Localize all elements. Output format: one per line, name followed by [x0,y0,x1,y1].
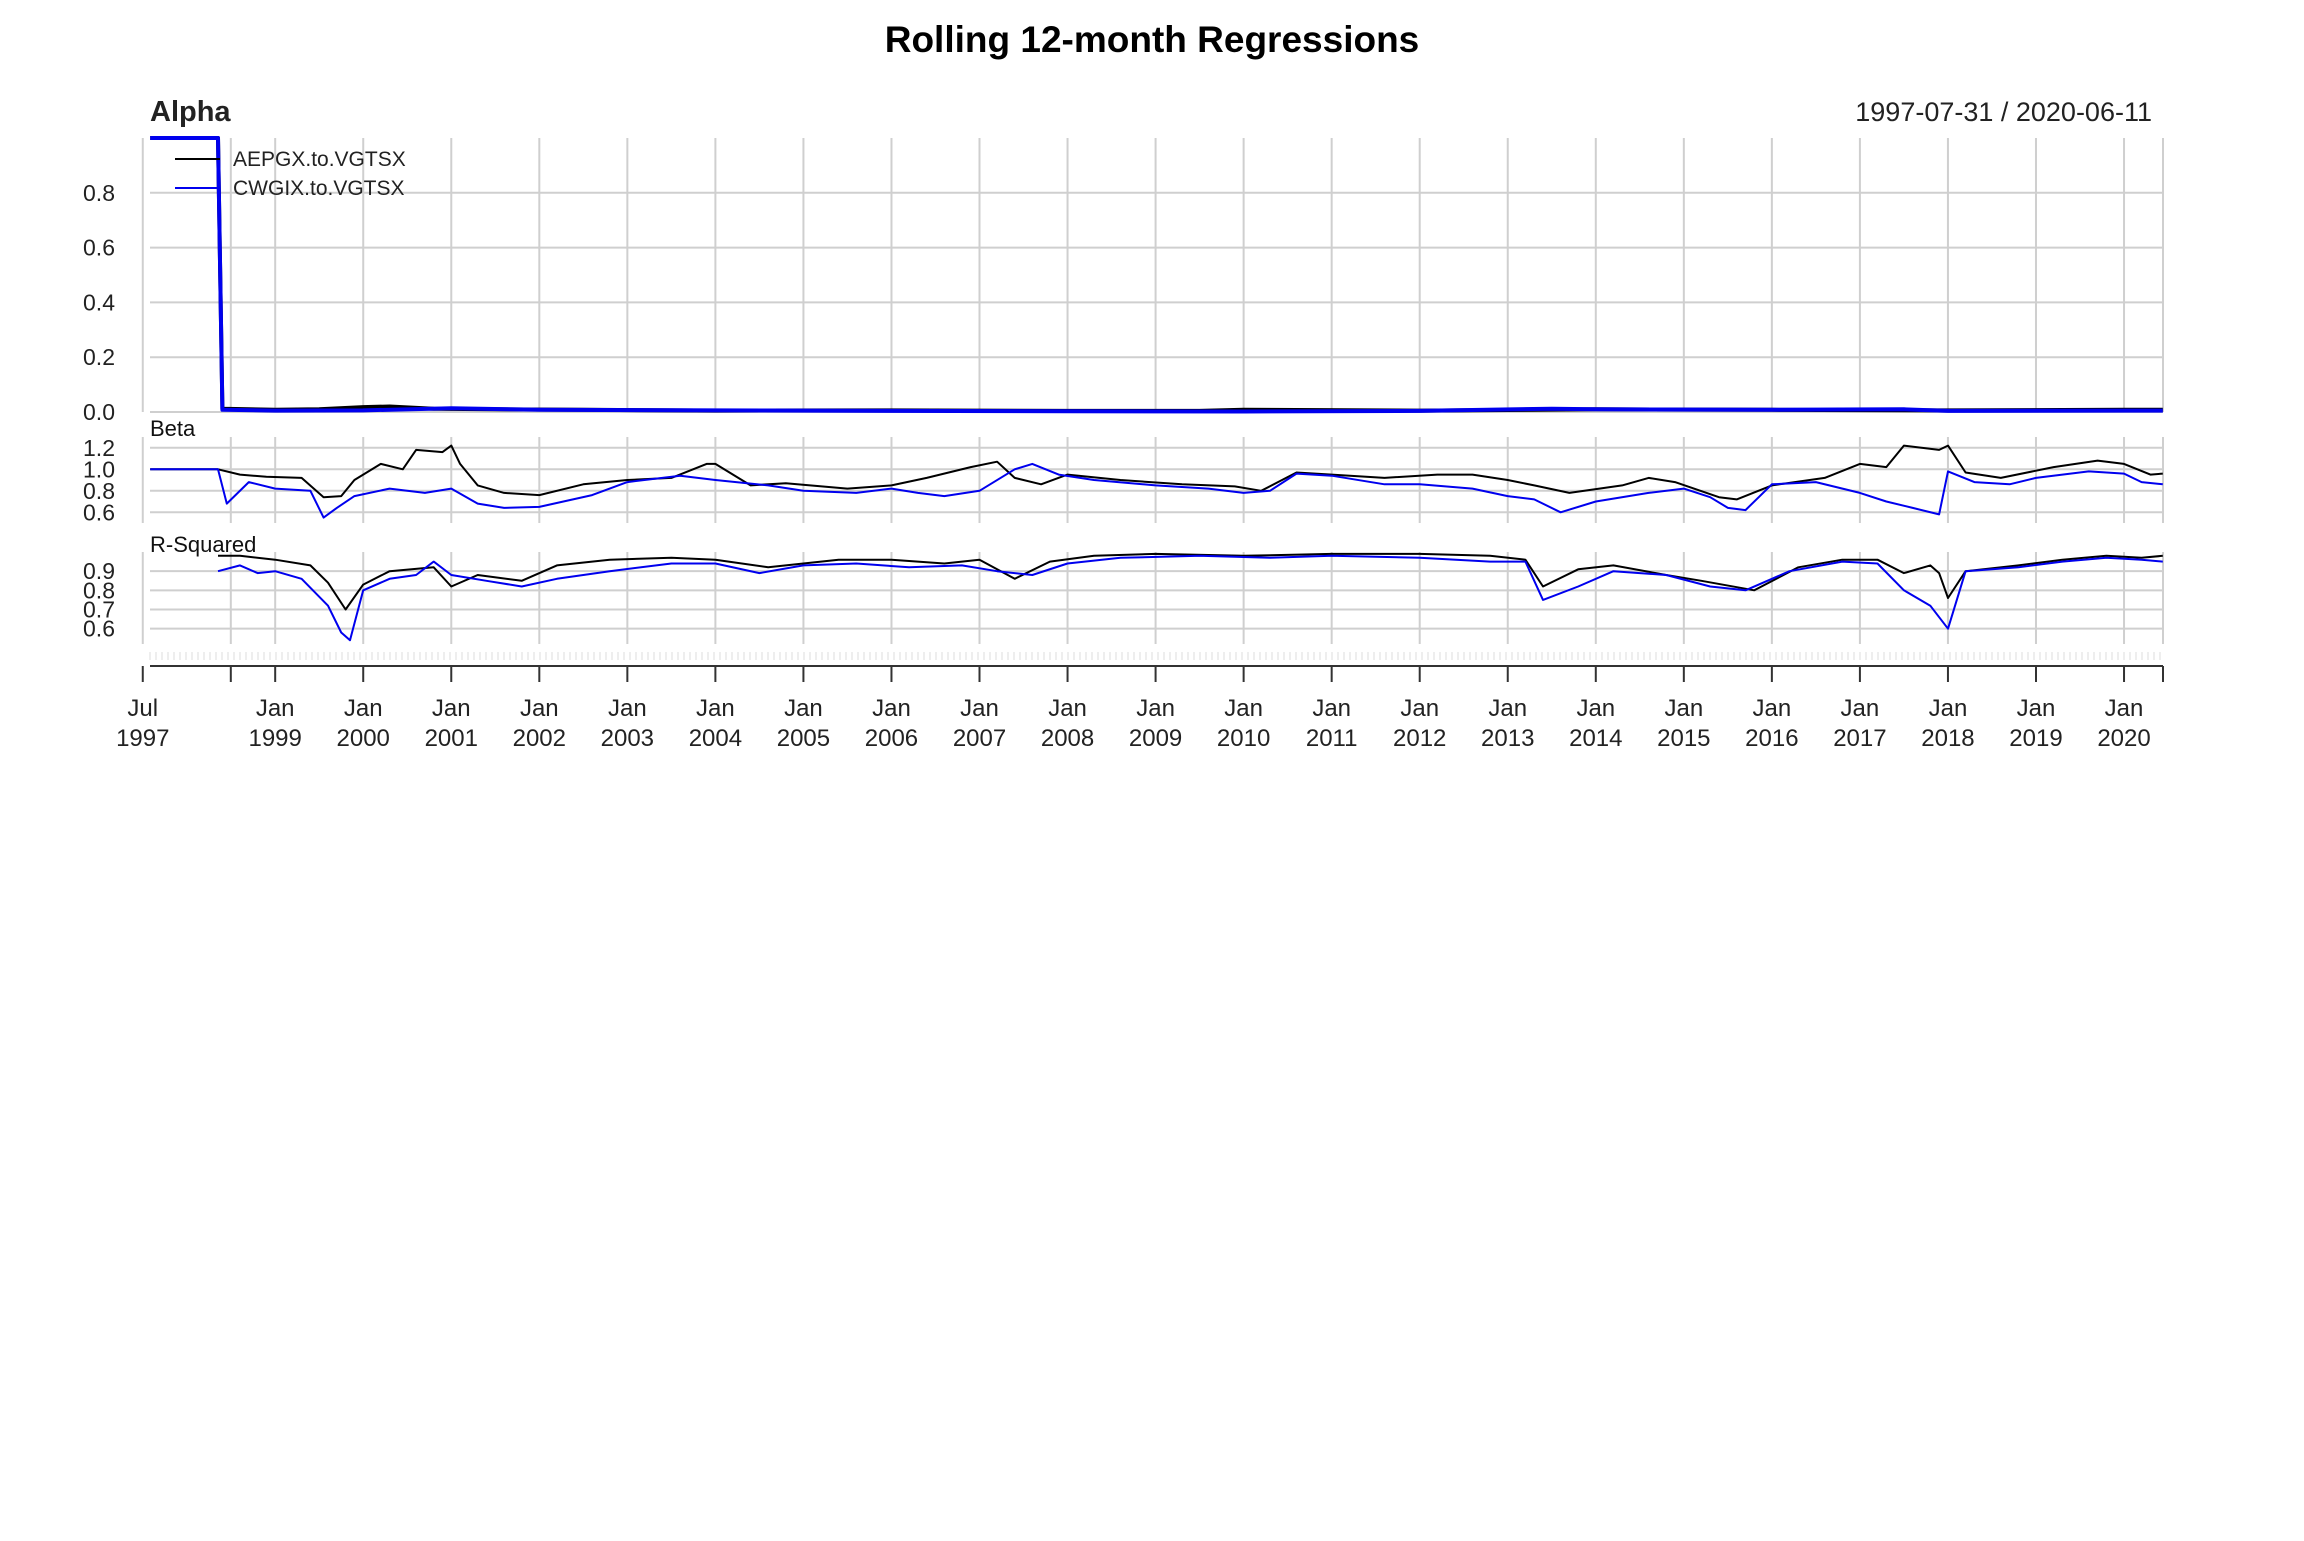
x-tick-label-year: 2018 [1921,725,1974,752]
x-tick-label-year: 2009 [1129,725,1182,752]
x-tick-label-month: Jan [1224,695,1263,722]
series-line-cwgix-to-vgtsx [150,462,2163,519]
x-tick-label-month: Jan [1576,695,1615,722]
x-tick-label-month: Jan [608,695,647,722]
x-tick-label-month: Jan [1400,695,1439,722]
x-tick-label-year: 2012 [1393,725,1446,752]
series-line-aepgx-to-vgtsx [150,444,2163,501]
y-tick-label: 0.8 [83,577,115,603]
x-tick-label-month: Jan [1753,695,1792,722]
x-tick-label-year: 1999 [248,725,301,752]
x-tick-label-year: 2017 [1833,725,1886,752]
y-tick-label: 1.2 [83,435,115,461]
x-tick-label-month: Jan [1929,695,1968,722]
y-tick-label: 0.9 [83,558,115,584]
y-tick-label: 0.7 [83,597,115,623]
x-tick-label-month: Jul [127,695,158,722]
x-tick-label-year: 2001 [425,725,478,752]
x-tick-label-year: 2020 [2097,725,2150,752]
plot-layer [150,136,2163,642]
x-tick-label-year: 2014 [1569,725,1622,752]
label-layer: 0.00.20.40.60.8Alpha0.60.81.01.2Beta0.60… [83,96,256,642]
legend: AEPGX.to.VGTSX CWGIX.to.VGTSX [175,148,406,200]
x-tick-label-month: Jan [1048,695,1087,722]
legend-label: CWGIX.to.VGTSX [233,177,405,200]
panel-title: Alpha [150,96,231,128]
x-tick-label-year: 2007 [953,725,1006,752]
x-tick-label-year: 2003 [601,725,654,752]
x-tick-label-year: 2006 [865,725,918,752]
y-tick-label: 0.6 [83,235,115,261]
x-tick-label-month: Jan [696,695,735,722]
x-tick-label-month: Jan [1136,695,1175,722]
panel-title: R-Squared [150,532,256,557]
x-tick-label-month: Jan [960,695,999,722]
x-tick-label-month: Jan [784,695,823,722]
x-tick-label-year: 2016 [1745,725,1798,752]
x-tick-label-year: 2008 [1041,725,1094,752]
x-tick-label-year: 2011 [1306,725,1358,752]
date-range-label: 1997-07-31 / 2020-06-11 [1855,97,2152,127]
x-tick-label-month: Jan [1312,695,1351,722]
x-tick-label-year: 1997 [116,725,169,752]
x-tick-label-month: Jan [1664,695,1703,722]
x-tick-label-month: Jan [2017,695,2056,722]
x-tick-label-month: Jan [256,695,295,722]
y-tick-label: 0.2 [83,344,115,370]
x-tick-label-year: 2000 [337,725,390,752]
y-tick-label: 1.0 [83,456,115,482]
chart-title: Rolling 12-month Regressions [885,19,1420,60]
series-line-cwgix-to-vgtsx [217,554,2163,642]
y-tick-label: 0.6 [83,616,115,642]
x-tick-label-year: 2013 [1481,725,1534,752]
x-tick-label-month: Jan [344,695,383,722]
x-tick-label-month: Jan [432,695,471,722]
x-tick-label-year: 2019 [2009,725,2062,752]
grid-layer [141,138,2164,660]
y-tick-label: 0.8 [83,478,115,504]
x-tick-label-month: Jan [872,695,911,722]
series-line-aepgx-to-vgtsx [218,552,2163,611]
x-tick-label-year: 2005 [777,725,830,752]
y-tick-label: 0.6 [83,499,115,525]
x-tick-label-year: 2010 [1217,725,1270,752]
y-tick-label: 0.0 [83,399,115,425]
legend-label: AEPGX.to.VGTSX [233,148,406,171]
panel-title: Beta [150,416,196,441]
x-tick-label-year: 2002 [513,725,566,752]
x-tick-label-month: Jan [1841,695,1880,722]
x-axis: Jul 1997 Jan 1999 Jan 2000 Jan 2001 Jan 2002 Jan 20… [116,665,2164,752]
x-tick-label-year: 2015 [1657,725,1710,752]
y-tick-label: 0.8 [83,180,115,206]
x-tick-label-year: 2004 [689,725,742,752]
series-line-cwgix-to-vgtsx [150,136,2163,414]
y-tick-label: 0.4 [83,289,115,315]
x-tick-label-month: Jan [2105,695,2144,722]
x-tick-label-month: Jan [520,695,559,722]
x-tick-label-month: Jan [1488,695,1527,722]
